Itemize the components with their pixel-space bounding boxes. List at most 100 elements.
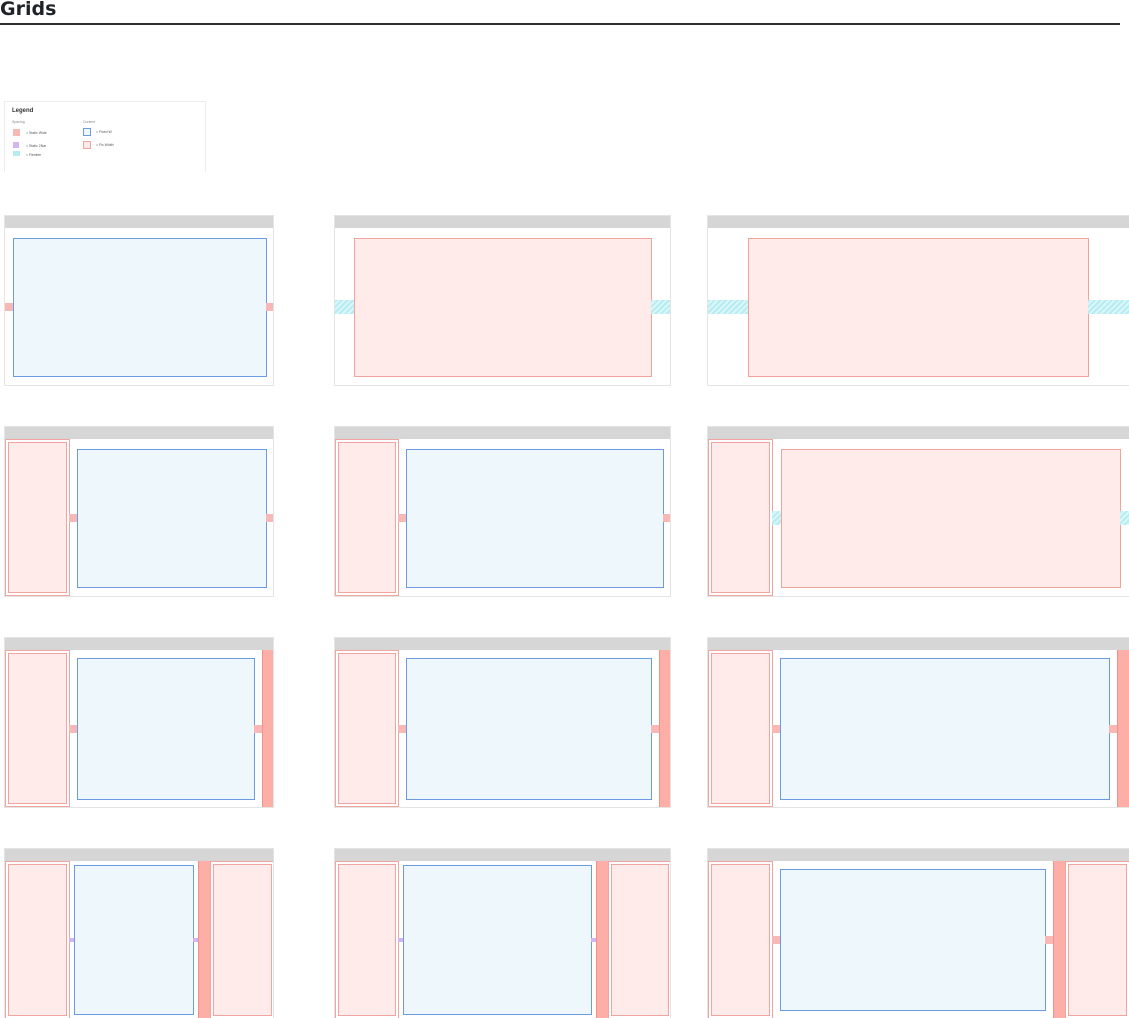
- side-panel-inner: [338, 653, 396, 804]
- side-panel: [335, 650, 399, 807]
- narrow-static-spacing: [69, 938, 75, 942]
- flexible-spacing: [335, 300, 355, 314]
- grid-frame-3: [707, 215, 1129, 386]
- side-panel: [5, 650, 70, 807]
- static-spacing: [266, 514, 273, 522]
- narrow-static-spacing: [398, 938, 404, 942]
- legend-label: = Fixed W: [96, 130, 112, 134]
- top-bar: [335, 216, 670, 228]
- legend-label: = Static Wide: [26, 131, 47, 135]
- page-title: Grids: [0, 0, 57, 20]
- grid-frame-1: [4, 215, 274, 386]
- side-panel-inner: [711, 864, 770, 1016]
- content-area: [77, 658, 255, 800]
- top-bar: [5, 427, 273, 439]
- flexible-spacing: [1120, 511, 1129, 525]
- right-panel: [1065, 861, 1129, 1018]
- grid-frame-11: [334, 848, 671, 1018]
- right-panel-inner: [1068, 864, 1127, 1016]
- legend-spacing-heading: Spacing: [12, 120, 25, 124]
- grid-frame-2: [334, 215, 671, 386]
- content-area: [354, 238, 652, 377]
- right-panel-inner: [213, 864, 272, 1016]
- static-spacing: [398, 725, 407, 733]
- side-panel-inner: [8, 864, 67, 1016]
- grid-frame-4: [4, 426, 274, 597]
- side-panel: [5, 439, 70, 596]
- static-spacing: [69, 725, 78, 733]
- content-area: [13, 238, 267, 377]
- flexible-spacing: [1088, 300, 1129, 314]
- grid-frame-10: [4, 848, 274, 1018]
- static-wide-swatch: [13, 129, 20, 136]
- side-panel-inner: [338, 442, 396, 593]
- right-rail: [1117, 650, 1129, 807]
- static-spacing: [772, 936, 781, 944]
- static-spacing: [1109, 725, 1118, 733]
- top-bar: [708, 427, 1129, 439]
- static-spacing: [254, 725, 263, 733]
- top-bar: [5, 216, 273, 228]
- flexible-spacing: [708, 300, 749, 314]
- flexible-swatch: [13, 151, 20, 156]
- legend-label: = Fix Width: [96, 143, 114, 147]
- legend-title: Legend: [12, 108, 34, 114]
- narrow-static-spacing: [591, 938, 597, 942]
- side-panel: [5, 861, 70, 1018]
- legend-card: Legend Spacing Content = Static Wide = S…: [4, 101, 206, 172]
- side-panel-inner: [711, 442, 770, 593]
- fixed-width-swatch: [83, 128, 91, 136]
- top-bar: [5, 849, 273, 861]
- right-panel-inner: [611, 864, 669, 1016]
- static-spacing: [1045, 936, 1054, 944]
- side-panel: [708, 861, 773, 1018]
- side-panel: [708, 650, 773, 807]
- grid-frame-5: [334, 426, 671, 597]
- grid-frame-6: [707, 426, 1129, 597]
- right-panel: [210, 861, 273, 1018]
- content-area: [780, 869, 1046, 1011]
- grid-frame-7: [4, 637, 274, 808]
- side-panel: [335, 861, 399, 1018]
- top-bar: [708, 638, 1129, 650]
- grid-frame-9: [707, 637, 1129, 808]
- legend-content-heading: Content: [83, 120, 96, 124]
- top-bar: [335, 427, 670, 439]
- side-panel-inner: [8, 442, 67, 593]
- side-panel: [335, 439, 399, 596]
- flex-width-swatch: [83, 141, 91, 149]
- side-panel-inner: [338, 864, 396, 1016]
- content-area: [77, 449, 267, 588]
- narrow-static-spacing: [193, 938, 199, 942]
- static-spacing: [772, 725, 781, 733]
- top-bar: [335, 638, 670, 650]
- static-spacing: [663, 514, 670, 522]
- top-bar: [708, 216, 1129, 228]
- static-spacing: [398, 514, 407, 522]
- flexible-spacing: [772, 511, 782, 525]
- legend-label: = Static 2Nar: [26, 144, 47, 148]
- grid-frame-12: [707, 848, 1129, 1018]
- side-panel: [708, 439, 773, 596]
- top-bar: [335, 849, 670, 861]
- content-area: [403, 865, 592, 1015]
- static-spacing: [5, 303, 14, 311]
- static-narrow-swatch: [13, 142, 19, 148]
- content-area: [406, 449, 664, 588]
- grid-frame-8: [334, 637, 671, 808]
- right-rail: [659, 650, 670, 807]
- content-area: [781, 449, 1121, 588]
- content-area: [406, 658, 652, 800]
- content-area: [748, 238, 1089, 377]
- content-area: [780, 658, 1110, 800]
- side-panel-inner: [8, 653, 67, 804]
- static-spacing: [69, 514, 78, 522]
- flexible-spacing: [651, 300, 670, 314]
- static-spacing: [651, 725, 660, 733]
- right-panel: [608, 861, 670, 1018]
- legend-label: = Flexible: [26, 153, 42, 157]
- side-panel-inner: [711, 653, 770, 804]
- right-rail: [262, 650, 273, 807]
- content-area: [74, 865, 194, 1015]
- top-bar: [5, 638, 273, 650]
